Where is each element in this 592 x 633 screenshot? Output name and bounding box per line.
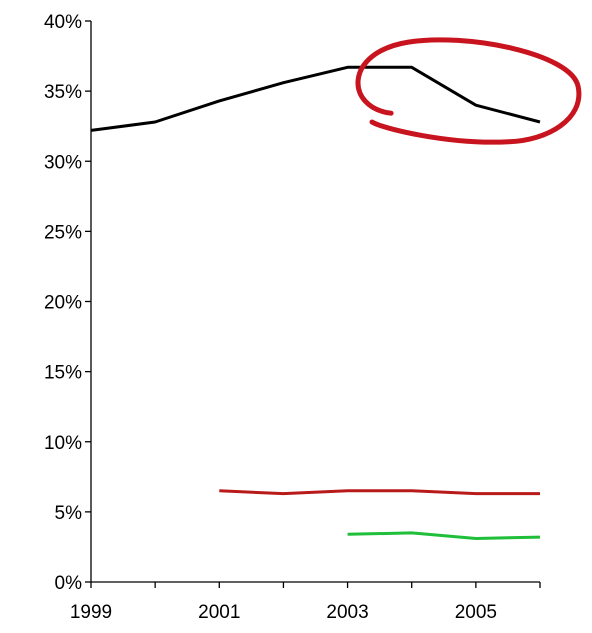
y-tick-label: 15% xyxy=(44,363,82,384)
y-tick-label: 40% xyxy=(44,12,82,33)
y-tick-label: 35% xyxy=(44,82,82,103)
y-tick-label: 0% xyxy=(55,573,83,594)
series-line-3 xyxy=(347,531,541,540)
series-line-1 xyxy=(90,65,541,132)
y-axis-ticks: 0% 5% 10% 15% 20% 25% 30% 35% 40% xyxy=(44,12,91,594)
x-tick-label: 2005 xyxy=(455,602,497,623)
x-tick-label: 1999 xyxy=(70,602,112,623)
y-tick-label: 5% xyxy=(55,503,83,524)
y-tick-label: 25% xyxy=(44,222,82,243)
y-tick-label: 20% xyxy=(44,293,82,314)
series-layer xyxy=(90,65,541,540)
x-tick-label: 2003 xyxy=(326,602,368,623)
chart-axes xyxy=(90,21,540,583)
y-tick-label: 10% xyxy=(44,433,82,454)
annotation-circle xyxy=(355,37,582,145)
x-tick-label: 2001 xyxy=(198,602,240,623)
x-axis-ticks: 1999 2001 2003 2005 xyxy=(70,582,541,623)
annotation-layer xyxy=(355,37,582,145)
y-tick-label: 30% xyxy=(44,152,82,173)
series-line-2 xyxy=(219,489,540,496)
